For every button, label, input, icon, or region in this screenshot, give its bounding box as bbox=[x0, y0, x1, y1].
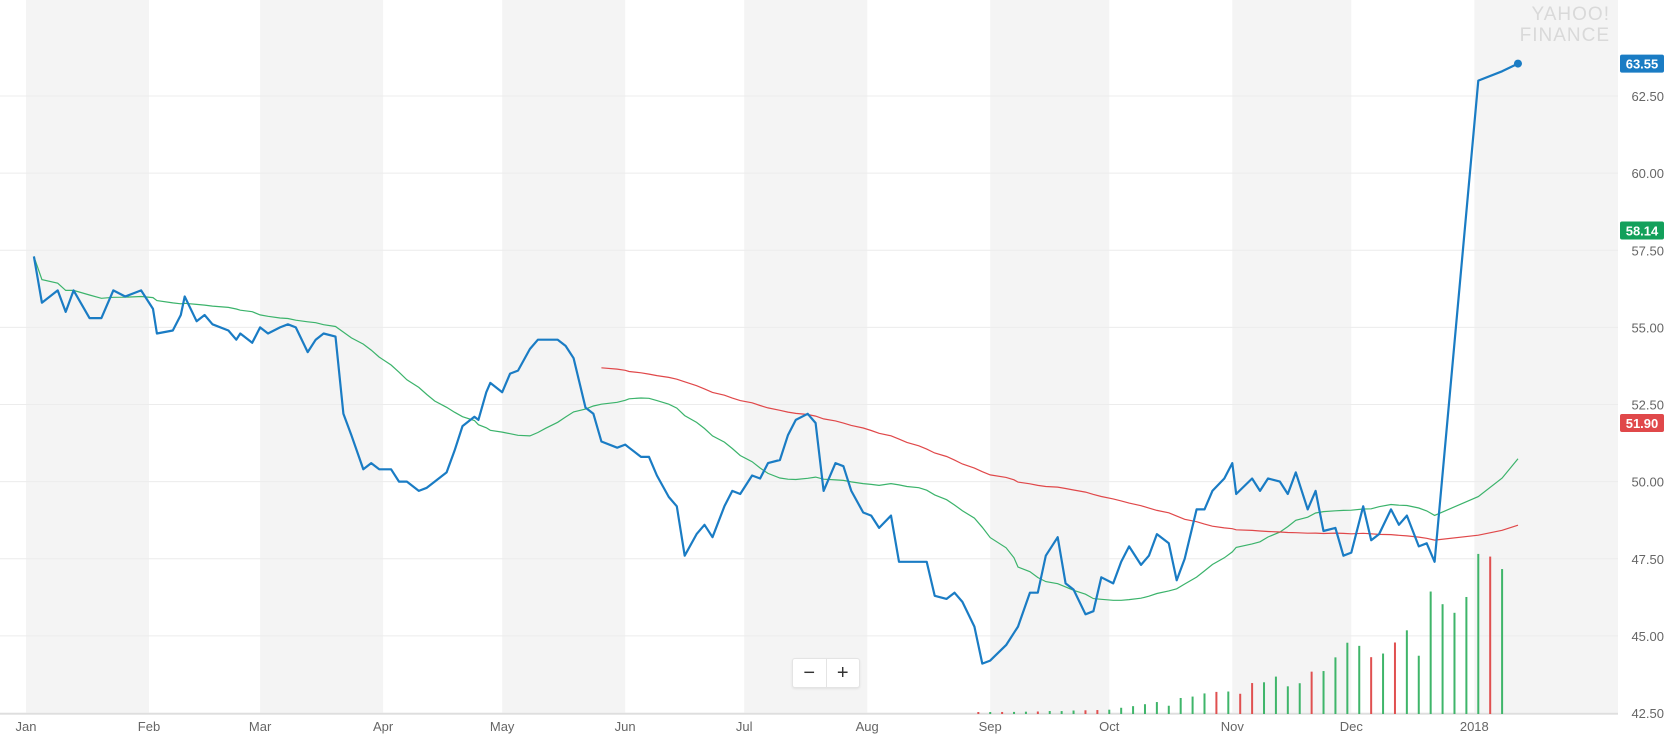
volume-bar bbox=[1263, 682, 1266, 714]
volume-bar bbox=[1298, 683, 1301, 714]
volume-bar bbox=[1405, 630, 1408, 714]
x-tick-label: May bbox=[490, 719, 515, 734]
volume-bar bbox=[1477, 553, 1480, 714]
month-band bbox=[1232, 0, 1352, 714]
x-tick-label: Jul bbox=[736, 719, 753, 734]
moving-average-200-value-label-bg bbox=[1620, 414, 1664, 433]
month-band bbox=[260, 0, 384, 714]
price-last-point[interactable] bbox=[1513, 59, 1522, 68]
x-tick-label: Oct bbox=[1099, 719, 1120, 734]
volume-bar bbox=[1322, 671, 1325, 714]
month-band bbox=[744, 0, 868, 714]
x-tick-label: Mar bbox=[249, 719, 272, 734]
y-tick-label: 57.50 bbox=[1631, 243, 1664, 258]
finance-watermark: YAHOO! FINANCE bbox=[1500, 4, 1610, 46]
volume-bar bbox=[1393, 642, 1396, 714]
y-tick-label: 47.50 bbox=[1631, 552, 1664, 567]
volume-bar bbox=[1096, 710, 1099, 714]
volume-bar bbox=[1143, 704, 1146, 714]
watermark-line-2: FINANCE bbox=[1519, 25, 1610, 46]
volume-bar bbox=[1072, 710, 1075, 714]
volume-bar bbox=[1441, 604, 1444, 714]
volume-bar bbox=[1203, 693, 1206, 714]
volume-bar bbox=[1346, 642, 1349, 714]
volume-bars bbox=[977, 553, 1504, 714]
y-axis-labels: 42.50 45.00 47.50 50.00 52.50 55.00 57.50 60.00… bbox=[1631, 89, 1664, 721]
watermark-line-1: YAHOO! bbox=[1531, 4, 1610, 25]
month-band bbox=[990, 0, 1110, 714]
volume-bar bbox=[1227, 691, 1230, 714]
volume-bar bbox=[1108, 709, 1111, 714]
volume-bar bbox=[1013, 711, 1016, 714]
y-tick-label: 52.50 bbox=[1631, 398, 1664, 413]
zoom-in-button[interactable]: + bbox=[836, 661, 849, 684]
volume-bar bbox=[1501, 569, 1504, 714]
price-value-label: 63.55 bbox=[1620, 54, 1664, 73]
price-value-label-bg bbox=[1620, 54, 1664, 73]
x-tick-label: Feb bbox=[138, 719, 160, 734]
volume-bar bbox=[1274, 676, 1277, 714]
x-axis-labels: Jan Feb Mar Apr May Jun Jul Aug Sep Oct Nov Dec 2018 bbox=[16, 719, 1489, 734]
moving-average-200-value-label: 51.90 bbox=[1620, 414, 1664, 433]
moving-average-200-line bbox=[601, 367, 1519, 541]
volume-bar bbox=[1024, 711, 1027, 714]
y-tick-label: 55.00 bbox=[1631, 320, 1664, 335]
month-band bbox=[1474, 0, 1618, 714]
x-tick-label: Sep bbox=[979, 719, 1002, 734]
volume-bar bbox=[1417, 655, 1420, 714]
y-tick-label: 60.00 bbox=[1631, 166, 1664, 181]
volume-bar bbox=[1120, 707, 1123, 714]
volume-bar bbox=[1358, 645, 1361, 714]
y-tick-label: 42.50 bbox=[1631, 706, 1664, 721]
y-tick-label: 45.00 bbox=[1631, 629, 1664, 644]
volume-bar bbox=[989, 711, 992, 714]
x-tick-label: 2018 bbox=[1460, 719, 1489, 734]
volume-bar bbox=[1036, 711, 1039, 714]
moving-average-50-value-label-text: 58.14 bbox=[1626, 224, 1659, 239]
y-tick-label: 62.50 bbox=[1631, 89, 1664, 104]
volume-bar bbox=[1429, 591, 1432, 714]
volume-bar bbox=[1465, 596, 1468, 714]
month-band bbox=[26, 0, 150, 714]
volume-bar bbox=[1191, 696, 1194, 714]
zoom-out-button[interactable]: − bbox=[793, 659, 827, 687]
moving-average-200-value-label-text: 51.90 bbox=[1626, 416, 1659, 431]
moving-average-50-value-label: 58.14 bbox=[1620, 221, 1664, 240]
volume-bar bbox=[1251, 683, 1254, 714]
volume-bar bbox=[1048, 711, 1051, 714]
x-tick-label: Jun bbox=[615, 719, 636, 734]
volume-bar bbox=[1310, 671, 1313, 714]
volume-bar bbox=[1132, 706, 1135, 714]
volume-bar bbox=[1286, 686, 1289, 714]
price-value-label-text: 63.55 bbox=[1626, 57, 1659, 72]
x-tick-label: Apr bbox=[373, 719, 394, 734]
volume-bar bbox=[1215, 691, 1218, 714]
x-tick-label: Dec bbox=[1340, 719, 1364, 734]
price-line[interactable] bbox=[32, 62, 1519, 665]
volume-bar bbox=[977, 712, 980, 714]
volume-bar bbox=[1453, 612, 1456, 714]
moving-average-50-value-label-bg bbox=[1620, 221, 1664, 240]
volume-bar bbox=[1084, 710, 1087, 714]
volume-bar bbox=[1382, 653, 1385, 714]
moving-average-50-line bbox=[33, 256, 1519, 601]
zoom-control: − + bbox=[792, 658, 860, 688]
volume-bar bbox=[1239, 693, 1242, 714]
volume-bar bbox=[1167, 705, 1170, 714]
volume-bar bbox=[1060, 711, 1063, 714]
volume-bar bbox=[1334, 657, 1337, 714]
volume-bar bbox=[1001, 711, 1004, 714]
month-bands bbox=[26, 0, 1618, 714]
volume-bar bbox=[1489, 556, 1492, 714]
volume-bar bbox=[1179, 697, 1182, 714]
y-tick-label: 50.00 bbox=[1631, 475, 1664, 490]
volume-bar bbox=[1370, 657, 1373, 714]
volume-bar bbox=[1155, 702, 1158, 714]
month-band bbox=[502, 0, 626, 714]
x-tick-label: Nov bbox=[1221, 719, 1245, 734]
x-tick-label: Jan bbox=[16, 719, 37, 734]
x-tick-label: Aug bbox=[856, 719, 879, 734]
